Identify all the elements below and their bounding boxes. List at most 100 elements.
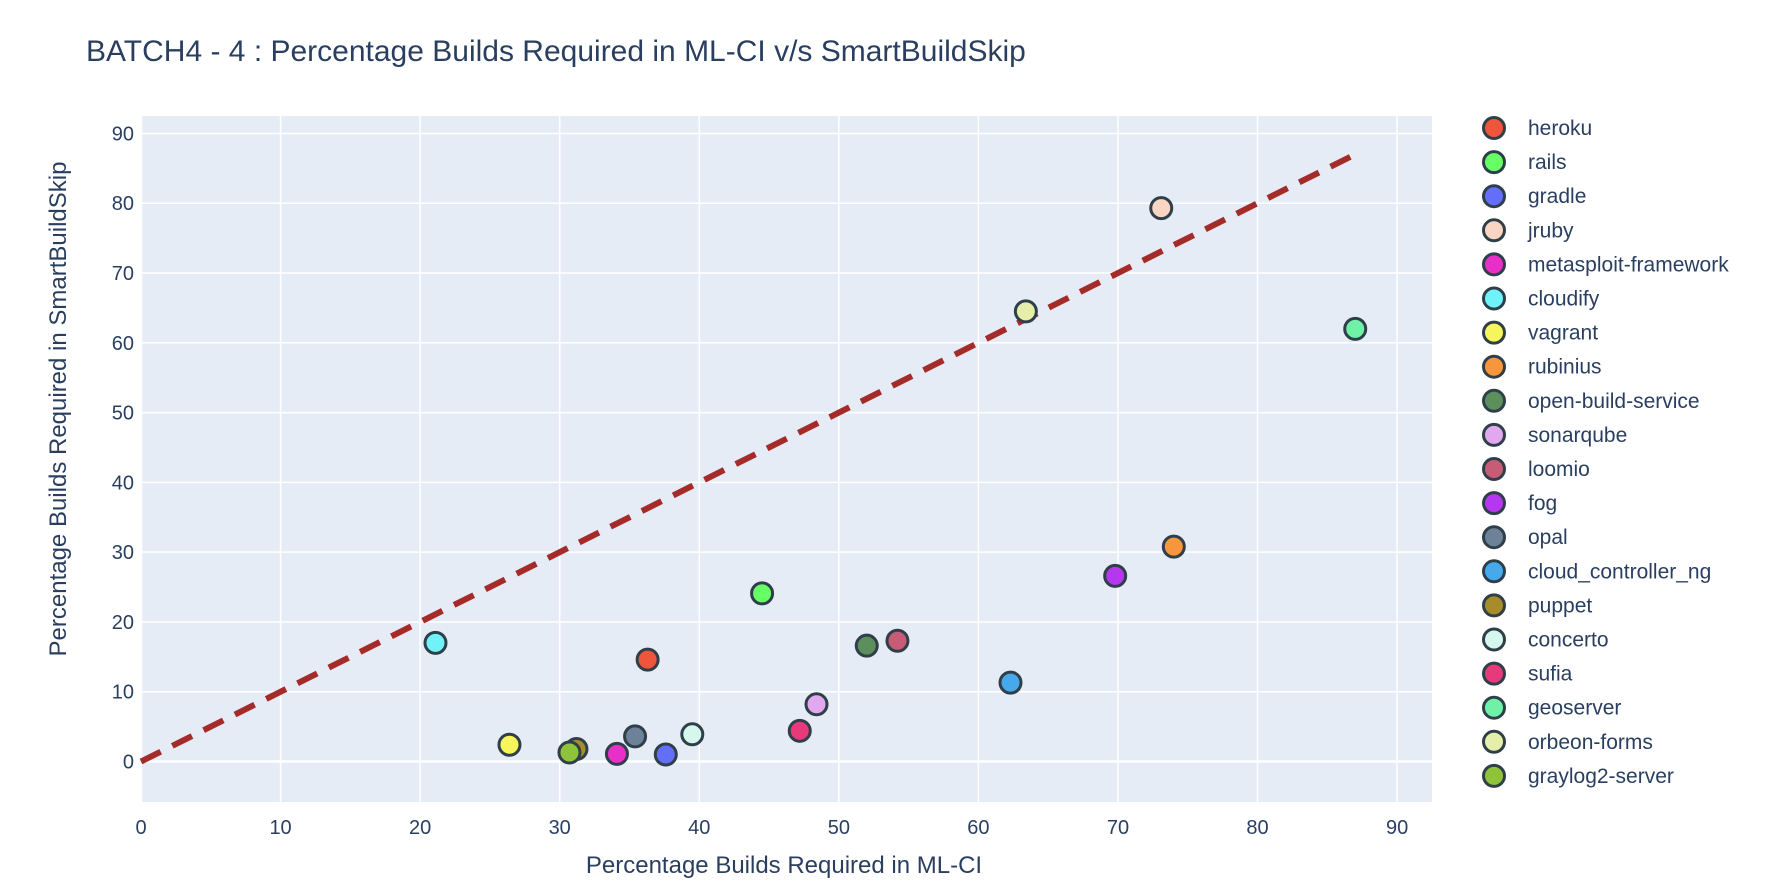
data-point-gradle [653,742,678,767]
x-tick-label: 0 [135,817,146,839]
legend-marker [1482,422,1506,447]
x-tick-label: 80 [1246,817,1268,839]
y-tick-label: 30 [112,542,134,564]
legend-marker [1482,491,1506,516]
data-point-sufia [787,718,812,743]
legend-label: gradle [1528,185,1586,208]
data-point-orbeon-forms [1013,299,1038,324]
legend-item-sonarqube[interactable]: sonarqube [1482,422,1628,447]
y-tick-label: 50 [112,403,134,425]
legend-item-concerto[interactable]: concerto [1482,627,1609,652]
y-tick-label: 60 [112,333,134,355]
data-point-vagrant [497,732,522,757]
legend-label: geoserver [1528,697,1621,720]
legend-label: puppet [1528,594,1592,617]
legend-label: concerto [1528,629,1609,652]
data-point-concerto [680,722,705,747]
legend-item-gradle[interactable]: gradle [1482,184,1587,209]
grid-lines [139,116,1432,802]
legend-marker [1482,763,1506,788]
y-tick-label: 80 [112,193,134,215]
legend-item-graylog2-server[interactable]: graylog2-server [1482,763,1674,788]
legend-label: jruby [1527,219,1574,242]
legend-marker [1482,559,1506,584]
y-tick-label: 0 [123,752,134,774]
legend-label: rubinius [1528,356,1602,379]
legend-marker [1482,457,1506,481]
data-points [423,196,1368,767]
data-point-heroku [635,647,660,672]
legend-marker [1482,729,1506,754]
legend-item-sufia[interactable]: sufia [1482,661,1573,686]
legend-item-geoserver[interactable]: geoserver [1482,695,1622,720]
legend-marker [1482,286,1506,311]
x-tick-label: 20 [409,817,431,839]
legend-label: open-build-service [1528,390,1700,413]
x-tick-label: 30 [549,817,571,839]
legend-marker [1482,525,1506,550]
data-point-open-build-service [854,633,879,658]
legend-label: fog [1528,492,1557,515]
x-tick-label: 10 [269,817,291,839]
x-tick-label: 40 [688,817,710,839]
reference-line-layer [139,149,1361,765]
legend-marker [1482,388,1506,413]
legend-item-cloudify[interactable]: cloudify [1482,286,1600,311]
axis-ticks: 0 10 20 30 40 50 60 70 80 90 0 10 20 30 40 50 60 70 80 90 [112,123,1408,839]
legend-marker [1482,184,1506,209]
legend-item-rails[interactable]: rails [1482,150,1567,175]
data-point-jruby [1149,196,1174,221]
legend-item-cloud_controller_ng[interactable]: cloud_controller_ng [1482,559,1712,584]
legend-marker [1482,661,1506,686]
y-axis-label: Percentage Builds Required in SmartBuild… [45,162,72,657]
data-point-geoserver [1343,316,1368,341]
legend-item-metasploit-framework[interactable]: metasploit-framework [1482,252,1730,277]
legend-item-vagrant[interactable]: vagrant [1482,320,1599,345]
legend-item-puppet[interactable]: puppet [1482,593,1593,618]
data-point-metasploit-framework [604,741,629,766]
diagonal-reference-line [139,149,1361,765]
legend-item-jruby[interactable]: jruby [1482,218,1575,243]
legend-label: orbeon-forms [1528,731,1653,754]
y-tick-label: 90 [112,123,134,145]
data-point-rails [750,581,775,606]
data-point-opal [623,724,648,749]
y-tick-label: 20 [112,612,134,634]
legend-marker [1482,627,1506,652]
x-tick-label: 70 [1107,817,1129,839]
legend-item-orbeon-forms[interactable]: orbeon-forms [1482,729,1653,754]
legend-item-loomio[interactable]: loomio [1482,457,1590,481]
legend-marker [1482,695,1506,720]
legend-label: loomio [1528,458,1590,481]
legend-label: rails [1528,151,1567,174]
data-point-sonarqube [804,692,829,717]
x-tick-label: 60 [967,817,989,839]
legend-marker [1482,320,1506,345]
legend-item-open-build-service[interactable]: open-build-service [1482,388,1700,413]
legend-label: graylog2-server [1528,765,1674,788]
data-point-graylog2-server [557,740,582,765]
legend-label: cloudify [1528,288,1600,311]
legend-label: cloud_controller_ng [1528,560,1711,583]
legend: heroku rails gradle jruby metasploit-framewo… [1482,116,1730,788]
legend-item-fog[interactable]: fog [1482,491,1558,516]
data-point-fog [1103,563,1128,588]
legend-marker [1482,150,1506,175]
legend-label: heroku [1528,117,1592,140]
y-tick-label: 10 [112,682,134,704]
plot-area [141,116,1432,802]
legend-item-rubinius[interactable]: rubinius [1482,354,1602,379]
data-point-rubinius [1161,534,1186,559]
y-tick-label: 70 [112,263,134,285]
legend-label: sufia [1528,663,1573,686]
legend-item-opal[interactable]: opal [1482,525,1568,550]
legend-marker [1482,218,1506,243]
legend-marker [1482,116,1506,140]
y-tick-label: 40 [112,472,134,494]
legend-item-heroku[interactable]: heroku [1482,116,1593,140]
chart-title: BATCH4 - 4 : Percentage Builds Required … [86,35,1026,68]
data-point-loomio [885,628,910,653]
data-point-cloudify [423,630,448,655]
legend-marker [1482,354,1506,379]
